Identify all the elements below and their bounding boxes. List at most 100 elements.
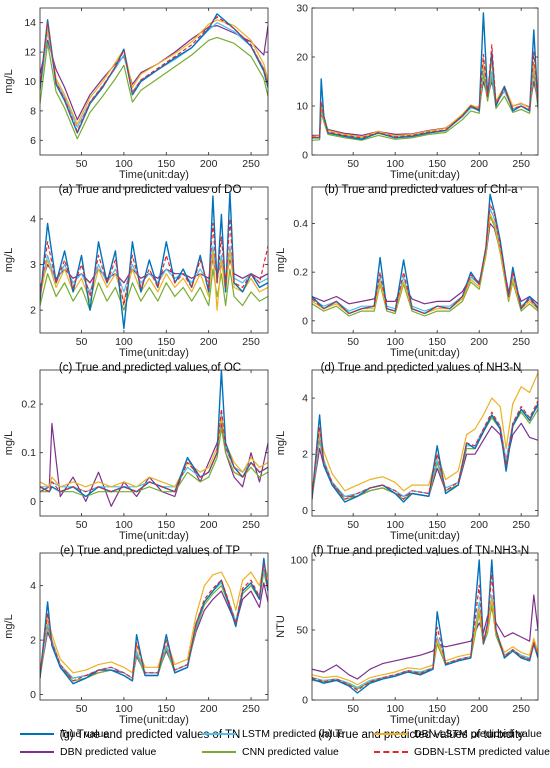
x-tick-label: 200	[200, 519, 218, 531]
axes-frame	[39, 186, 269, 334]
x-axis-label: Time(unit:day)	[119, 347, 189, 359]
x-tick-label: 100	[115, 336, 133, 348]
axes-frame	[311, 186, 539, 334]
y-tick-label: 3	[30, 259, 36, 271]
series-line-lstm-predicted-value	[40, 568, 268, 679]
series-line-dbn-predicted-value	[312, 594, 538, 680]
legend-item-lstm: LSTM predicted value	[202, 728, 344, 740]
series-line-dbn-predicted-value	[40, 25, 268, 121]
series-line-lstm-predicted-value	[312, 208, 538, 312]
series-line-gdbn-lstm-predicted-value	[312, 400, 538, 500]
y-tick-label: 100	[290, 555, 308, 567]
series-line-gdbn-lstm-predicted-value	[40, 563, 268, 682]
x-tick-label: 50	[76, 336, 88, 348]
series-line-true-value	[312, 403, 538, 503]
series-group	[40, 13, 268, 140]
x-tick-label: 250	[512, 519, 530, 531]
x-tick-label: 100	[386, 336, 404, 348]
series-line-gdbn-lstm-predicted-value	[312, 44, 538, 139]
x-tick-label: 150	[428, 703, 446, 715]
axes-frame	[311, 7, 539, 156]
x-tick-label: 150	[428, 519, 446, 531]
y-tick-label: 4	[30, 580, 36, 592]
y-tick-label: 0.1	[21, 447, 36, 459]
series-line-true-value	[312, 559, 538, 694]
y-tick-label: 4	[302, 393, 308, 405]
series-group	[40, 190, 268, 330]
x-tick-label: 200	[200, 703, 218, 715]
panel-caption: (e) True and predicted values of TP	[60, 545, 240, 557]
x-tick-label: 50	[347, 703, 359, 715]
y-axis-label: mg/L	[275, 248, 287, 272]
x-tick-label: 150	[158, 519, 176, 531]
x-tick-label: 100	[115, 703, 133, 715]
panel-caption: (d) True and predicted values of NH3-N	[321, 362, 522, 374]
panel-caption: (h) True and predicted values of turbidi…	[318, 729, 524, 741]
legend-item-dbn: DBN predicted value	[20, 746, 156, 758]
panel-8: 50 100 150 200 250050100Time(unit:day)NTU(h)…	[275, 552, 539, 741]
panel-caption: (g) True and predicted values of TN	[60, 729, 241, 741]
y-tick-label: 20	[296, 52, 308, 64]
x-tick-label: 150	[158, 158, 176, 170]
legend-item-gdbn-lstm: GDBN-LSTM predicted value	[374, 746, 550, 758]
y-axis-label: mg/L	[3, 614, 15, 638]
series-group	[312, 559, 538, 694]
x-axis-label: Time(unit:day)	[390, 714, 460, 726]
y-tick-label: 8	[30, 105, 36, 117]
x-tick-label: 50	[347, 158, 359, 170]
y-tick-label: 0	[30, 689, 36, 701]
series-group	[40, 557, 268, 685]
axes-frame	[311, 369, 539, 517]
x-tick-label: 50	[76, 519, 88, 531]
series-line-dbn-lstm-predicted-value	[40, 418, 268, 488]
panel-5: 50 100 150 200 250 0 0.1 0.2 Time(unit:day) mg/L (…	[3, 369, 269, 557]
series-line-dbn-predicted-value	[40, 582, 268, 679]
series-line-lstm-predicted-value	[312, 406, 538, 497]
x-tick-label: 50	[76, 158, 88, 170]
series-group	[40, 370, 268, 507]
y-tick-label: 2	[30, 635, 36, 647]
x-tick-label: 50	[347, 519, 359, 531]
y-tick-label: 10	[24, 76, 36, 88]
x-tick-label: 200	[470, 336, 488, 348]
y-tick-label: 30	[296, 3, 308, 15]
series-line-true-value	[40, 557, 268, 685]
legend-swatch-lstm	[202, 733, 236, 736]
x-axis-label: Time(unit:day)	[119, 714, 189, 726]
y-tick-label: 0	[302, 695, 308, 707]
series-line-dbn-lstm-predicted-value	[312, 598, 538, 686]
series-line-cnn-predicted-value	[40, 268, 268, 311]
series-group	[312, 193, 538, 317]
x-axis-label: Time(unit:day)	[390, 169, 460, 181]
y-tick-label: 50	[296, 625, 308, 637]
series-line-dbn-lstm-predicted-value	[40, 19, 268, 125]
x-tick-label: 250	[242, 158, 260, 170]
legend-label-gdbn-lstm: GDBN-LSTM predicted value	[414, 746, 550, 758]
series-line-dbn-lstm-predicted-value	[312, 372, 538, 492]
y-tick-label: 0	[302, 315, 308, 327]
y-tick-label: 10	[296, 101, 308, 113]
x-axis-label: Time(unit:day)	[119, 530, 189, 542]
x-tick-label: 250	[242, 703, 260, 715]
legend-swatch-dbn	[20, 751, 54, 754]
legend-label-dbn-lstm: DBN-LSTM predicted value	[414, 728, 542, 740]
x-tick-label: 100	[386, 703, 404, 715]
series-line-dbn-predicted-value	[40, 422, 268, 507]
series-line-gdbn-lstm-predicted-value	[40, 408, 268, 493]
y-axis-label: mg/L	[3, 431, 15, 455]
x-tick-label: 200	[470, 158, 488, 170]
x-tick-label: 150	[428, 336, 446, 348]
legend-item-true: True value	[20, 728, 109, 740]
legend: True value LSTM predicted value DBN-LSTM…	[20, 728, 550, 764]
x-tick-label: 250	[242, 336, 260, 348]
x-tick-label: 250	[512, 158, 530, 170]
y-axis-label: mg/L	[3, 248, 15, 272]
legend-label-lstm: LSTM predicted value	[242, 728, 345, 740]
series-line-lstm-predicted-value	[40, 245, 268, 293]
series-group	[312, 12, 538, 141]
x-tick-label: 250	[512, 703, 530, 715]
x-tick-label: 150	[428, 158, 446, 170]
x-tick-label: 50	[347, 336, 359, 348]
panel-caption: (c) True and predicted values of OC	[59, 362, 241, 374]
y-tick-label: 2	[302, 449, 308, 461]
